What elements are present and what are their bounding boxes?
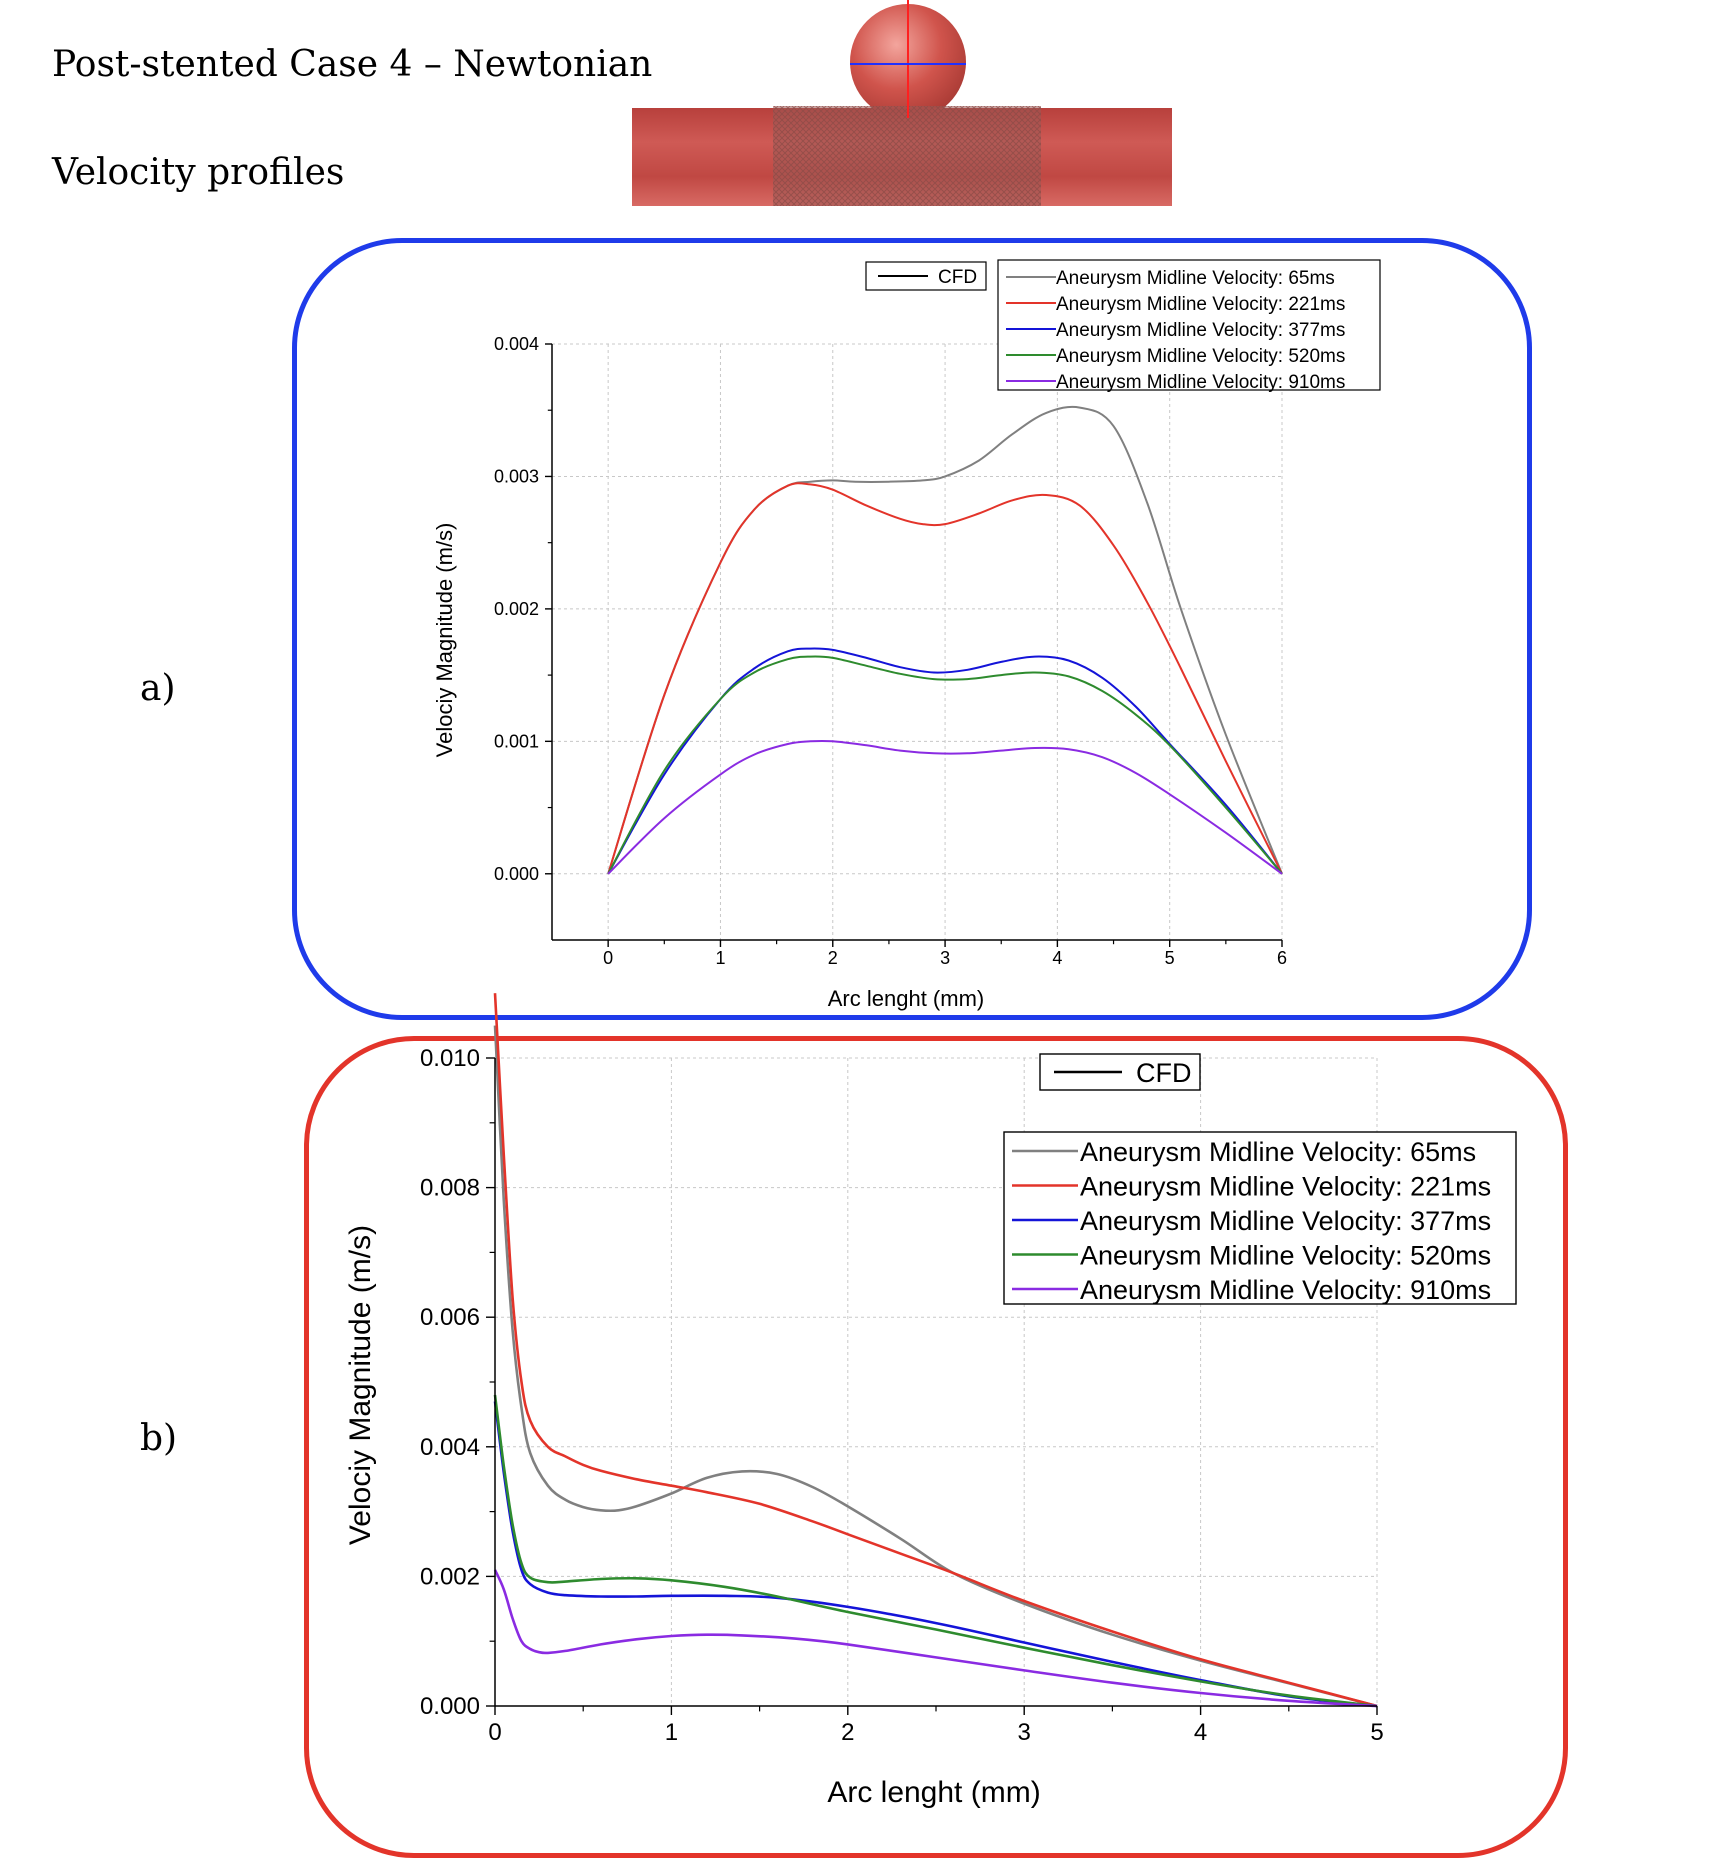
chart-b-series [493,993,1378,1708]
chart-b-series-blue [493,1401,1378,1708]
chart-b-legend-label-purple: Aneurysm Midline Velocity: 910ms [1080,1275,1491,1305]
chart-a-legend-label-green: Aneurysm Midline Velocity: 520ms [1056,346,1345,367]
chart-b-series-red [493,993,1378,1708]
chart-b-series-green [493,1394,1378,1708]
chart-a-xtick-label-5: 5 [1165,948,1175,968]
chart-b-legend: Aneurysm Midline Velocity: 65ms Aneurysm … [1003,1131,1517,1305]
chart-a-xlabel: Arc lenght (mm) [828,986,984,1011]
chart-a-xtick-label-1: 1 [715,948,725,968]
chart-a-legend-label-purple: Aneurysm Midline Velocity: 910ms [1056,372,1345,393]
chart-b-series-purple [493,1569,1378,1708]
chart-b-ticks: 0 1 2 3 4 5 0.000 0.002 0.004 0.006 0.008 0.010 [420,1045,1384,1746]
chart-b-ytick-label-5: 0.010 [420,1045,480,1072]
chart-a-ytick-label-1: 0.001 [494,731,539,751]
chart-b-xtick-label-0: 0 [488,1719,501,1746]
chart-a-ytick-label-2: 0.002 [494,599,539,619]
page-subtitle: Velocity profiles [52,152,345,193]
chart-b-ytick-label-3: 0.006 [420,1304,480,1331]
chart-b-xtick-label-5: 5 [1370,1719,1383,1746]
chart-a-legend-label-red: Aneurysm Midline Velocity: 221ms [1056,294,1345,315]
chart-b-xtick-label-2: 2 [841,1719,854,1746]
chart-a-ytick-label-3: 0.003 [494,466,539,486]
chart-a-legend-label-gray: Aneurysm Midline Velocity: 65ms [1056,268,1335,289]
chart-b-legend-label-red: Aneurysm Midline Velocity: 221ms [1080,1172,1491,1202]
midline-markers [850,0,966,118]
page-title: Post-stented Case 4 – Newtonian [52,44,653,85]
stented-vessel-illustration [632,0,1172,206]
chart-a-xtick-label-2: 2 [828,948,838,968]
chart-a-axes [551,344,1282,941]
chart-a-cfd-legend: CFD [865,261,987,291]
chart-a-xtick-label-3: 3 [940,948,950,968]
chart-b-legend-label-green: Aneurysm Midline Velocity: 520ms [1080,1241,1491,1271]
panel-a-frame [292,238,1532,1020]
chart-b-xtick-label-3: 3 [1018,1719,1031,1746]
chart-a-series-blue [607,647,1283,875]
chart-b-series-gray [493,1025,1378,1708]
stent-mesh [773,106,1041,206]
chart-b-xlabel: Arc lenght (mm) [827,1776,1040,1809]
chart-a-legend-label-blue: Aneurysm Midline Velocity: 377ms [1056,320,1345,341]
chart-b-legend-label-gray: Aneurysm Midline Velocity: 65ms [1080,1137,1476,1167]
chart-b-ytick-label-4: 0.008 [420,1175,480,1202]
chart-b-ylabel: Velociy Magnitude (m/s) [344,1225,377,1545]
chart-a-series [607,405,1283,875]
chart-a-xtick-label-6: 6 [1277,948,1287,968]
chart-b-ytick-label-2: 0.004 [420,1434,480,1461]
chart-a-ytick-label-4: 0.004 [494,334,539,354]
chart-b-xtick-label-1: 1 [665,1719,678,1746]
chart-b-ytick-label-1: 0.002 [420,1563,480,1590]
chart-a-ticks: 0 1 2 3 4 5 6 0.000 0.001 0.002 0.003 0.004 [494,334,1287,968]
panel-b-label: b) [140,1418,178,1459]
chart-a-ytick-label-0: 0.000 [494,864,539,884]
panel-a-label: a) [140,668,176,709]
chart-a-ylabel: Velociy Magnitude (m/s) [432,523,457,758]
chart-a-series-purple [607,739,1283,875]
chart-a-xtick-label-0: 0 [603,948,613,968]
chart-b-legend-label-blue: Aneurysm Midline Velocity: 377ms [1080,1206,1491,1236]
chart-a-cfd-label: CFD [938,267,977,288]
chart-a-series-red [607,482,1283,875]
chart-b-cfd-label: CFD [1136,1058,1192,1088]
chart-b-xtick-label-4: 4 [1194,1719,1207,1746]
chart-b-ytick-label-0: 0.000 [420,1693,480,1720]
chart-a-series-green [607,655,1283,875]
chart-a-xtick-label-4: 4 [1052,948,1062,968]
chart-a-legend: Aneurysm Midline Velocity: 65ms Aneurysm … [997,259,1381,393]
panel-b-frame [304,1036,1568,1858]
chart-b-cfd-legend: CFD [1039,1053,1201,1091]
